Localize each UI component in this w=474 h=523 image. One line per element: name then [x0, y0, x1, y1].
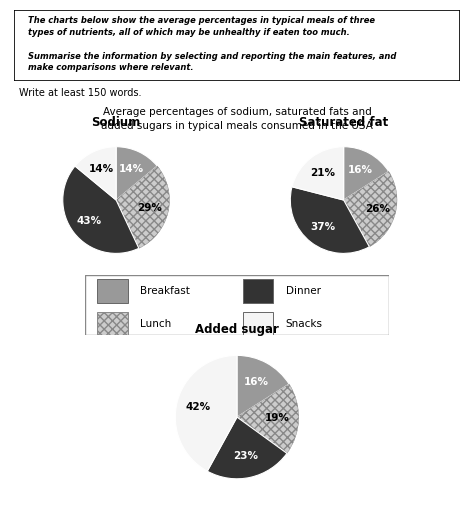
Wedge shape: [116, 166, 170, 248]
Text: 23%: 23%: [233, 451, 258, 461]
Text: Snacks: Snacks: [285, 319, 322, 329]
Text: 14%: 14%: [118, 164, 144, 174]
Text: 16%: 16%: [348, 165, 373, 175]
Wedge shape: [207, 417, 287, 479]
Text: 14%: 14%: [89, 164, 114, 174]
Text: Lunch: Lunch: [140, 319, 171, 329]
Title: Added sugar: Added sugar: [195, 323, 279, 336]
Bar: [98, 279, 128, 303]
Text: 21%: 21%: [310, 168, 335, 178]
Bar: [243, 279, 273, 303]
Text: 43%: 43%: [76, 217, 101, 226]
Text: Write at least 150 words.: Write at least 150 words.: [18, 88, 141, 98]
Wedge shape: [290, 187, 369, 253]
Text: 42%: 42%: [186, 402, 211, 412]
Wedge shape: [75, 147, 116, 200]
Wedge shape: [116, 147, 157, 200]
Text: 16%: 16%: [244, 377, 269, 387]
Text: 26%: 26%: [365, 203, 390, 214]
Wedge shape: [344, 147, 389, 200]
Text: 29%: 29%: [137, 202, 163, 213]
Bar: [243, 312, 273, 336]
Wedge shape: [175, 356, 237, 471]
Bar: [98, 312, 128, 336]
Title: Saturated fat: Saturated fat: [299, 117, 388, 129]
Text: 37%: 37%: [310, 222, 335, 232]
Wedge shape: [63, 166, 139, 253]
Text: Average percentages of sodium, saturated fats and
added sugars in typical meals : Average percentages of sodium, saturated…: [101, 107, 373, 131]
Wedge shape: [237, 384, 299, 453]
Title: Sodium: Sodium: [91, 117, 141, 129]
Text: Breakfast: Breakfast: [140, 287, 190, 297]
Text: 19%: 19%: [264, 413, 290, 423]
Wedge shape: [344, 172, 397, 247]
Text: The charts below show the average percentages in typical meals of three
types of: The charts below show the average percen…: [27, 16, 396, 73]
Wedge shape: [237, 356, 289, 417]
Wedge shape: [292, 147, 344, 200]
Text: Dinner: Dinner: [285, 287, 320, 297]
